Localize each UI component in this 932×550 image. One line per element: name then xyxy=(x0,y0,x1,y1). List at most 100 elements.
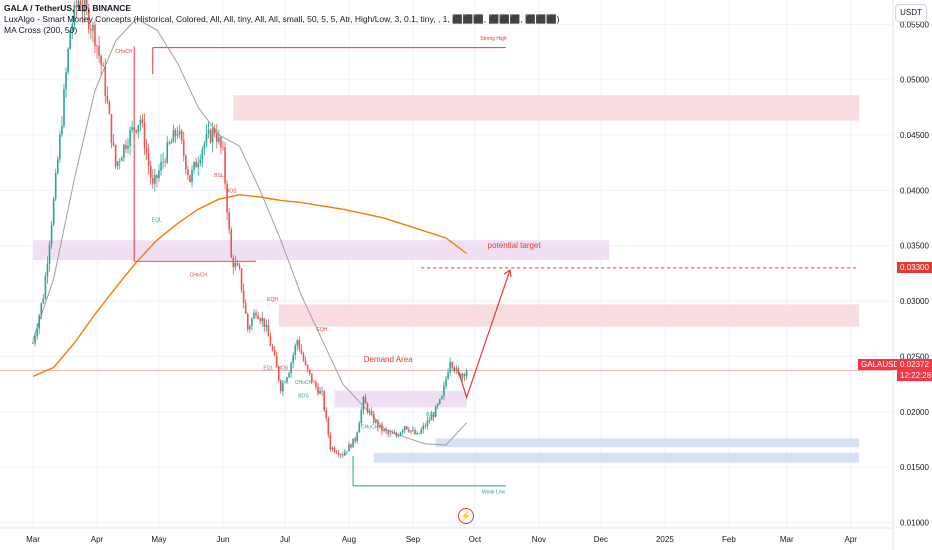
candle-body xyxy=(96,45,98,47)
candle-body xyxy=(226,183,228,213)
candle-body xyxy=(116,161,119,167)
candle-body xyxy=(439,398,441,404)
y-tick-label: 0.02500 xyxy=(900,352,929,361)
candle-body xyxy=(34,336,36,344)
candle-body xyxy=(131,127,133,130)
candle-body xyxy=(346,451,348,453)
target-zone xyxy=(33,240,610,261)
candle-body xyxy=(90,29,92,31)
target-price-tag: 0.03300 xyxy=(897,262,932,273)
candle-body xyxy=(46,263,49,276)
candle-body xyxy=(257,315,259,319)
candle-body xyxy=(430,415,433,421)
candle-body xyxy=(185,155,187,170)
candle-body xyxy=(71,24,74,31)
candle-body xyxy=(246,313,249,330)
candle-body xyxy=(350,444,352,448)
levels-layer xyxy=(0,46,893,487)
candle-body xyxy=(339,454,342,456)
candle-body xyxy=(273,349,276,356)
currency-button[interactable]: USDT xyxy=(895,4,927,22)
candle-body xyxy=(85,0,88,8)
y-tick-label: 0.01000 xyxy=(900,518,929,527)
annotation-label: Strong High xyxy=(480,36,507,42)
candle-body xyxy=(451,362,453,368)
candle-body xyxy=(377,420,379,428)
candle-body xyxy=(263,318,266,327)
candle-body xyxy=(195,161,197,168)
candle-body xyxy=(395,433,398,437)
x-axis[interactable]: Mar Apr May Jun Jul Aug Sep Oct Nov Dec 2025 Feb Mar… xyxy=(0,527,893,544)
candle-body xyxy=(228,212,230,230)
annotation-label: CHoCH xyxy=(190,273,208,279)
projection-arrow xyxy=(457,269,511,400)
annotation-label: CHoCH xyxy=(295,380,313,386)
annotation-label: BOS xyxy=(226,189,237,195)
candle-body xyxy=(199,159,202,164)
candle-body xyxy=(98,46,100,56)
candle-body xyxy=(288,373,290,378)
candle-body xyxy=(397,435,400,437)
demand-zone-mid xyxy=(334,390,467,408)
candle-body xyxy=(180,130,183,141)
candle-body xyxy=(234,262,237,268)
candle-body xyxy=(69,30,71,49)
candle-body xyxy=(160,161,162,171)
candle-body xyxy=(125,144,127,149)
candle-body xyxy=(191,169,193,183)
candle-body xyxy=(172,130,175,142)
indicator-smc[interactable]: LuxAlgo - Smart Money Concepts (Historic… xyxy=(4,14,560,24)
x-tick-label: Sep xyxy=(406,535,421,544)
candle-body xyxy=(465,371,468,376)
annotation-label: Weak Low xyxy=(482,490,506,496)
candle-body xyxy=(321,390,323,392)
candle-body xyxy=(434,406,437,418)
candle-body xyxy=(428,420,431,422)
candle-body xyxy=(426,420,429,427)
annotation-label: EQL xyxy=(152,217,162,223)
candle-body xyxy=(211,128,214,143)
candle-body xyxy=(352,438,354,448)
candle-body xyxy=(420,429,423,434)
y-axis[interactable]: 0.05500 0.05000 0.04500 0.04000 0.03500 0.030… xyxy=(892,0,929,550)
candle-body xyxy=(52,198,55,225)
candle-body xyxy=(323,391,325,411)
candle-body xyxy=(38,315,40,329)
candle-body xyxy=(178,130,181,135)
candle-body xyxy=(114,145,117,167)
indicator-ma-cross[interactable]: MA Cross (200, 50) xyxy=(4,25,78,35)
candle-body xyxy=(197,163,199,168)
lightning-icon[interactable]: ⚡ xyxy=(458,508,474,524)
candle-body xyxy=(447,372,449,379)
candle-body xyxy=(209,130,212,143)
candle-body xyxy=(222,147,224,148)
candle-body xyxy=(290,363,292,374)
candle-body xyxy=(389,432,392,434)
candle-body xyxy=(220,137,222,148)
candle-body xyxy=(277,367,280,381)
candle-body xyxy=(255,312,257,316)
ma50-line xyxy=(32,18,467,446)
candle-body xyxy=(32,343,34,344)
candle-body xyxy=(408,429,410,432)
candle-body xyxy=(182,140,185,156)
candle-body xyxy=(123,144,125,158)
candle-body xyxy=(333,447,336,453)
candle-body xyxy=(280,380,282,392)
x-tick-label: Jul xyxy=(280,535,290,544)
candle-body xyxy=(253,312,255,319)
candle-body xyxy=(236,262,239,266)
candle-body xyxy=(306,364,309,370)
x-tick-label: Nov xyxy=(532,535,546,544)
demand-zone-low-1 xyxy=(435,438,859,448)
candle-body xyxy=(356,432,359,442)
candle-body xyxy=(341,454,344,456)
candle-body xyxy=(106,96,109,102)
annotation-label: EQL xyxy=(263,366,273,372)
candle-body xyxy=(319,390,321,394)
annotation-label: CHoCH xyxy=(115,49,133,55)
candle-body xyxy=(284,382,286,384)
supply-zone-lower xyxy=(278,304,859,327)
candle-body xyxy=(81,9,84,12)
